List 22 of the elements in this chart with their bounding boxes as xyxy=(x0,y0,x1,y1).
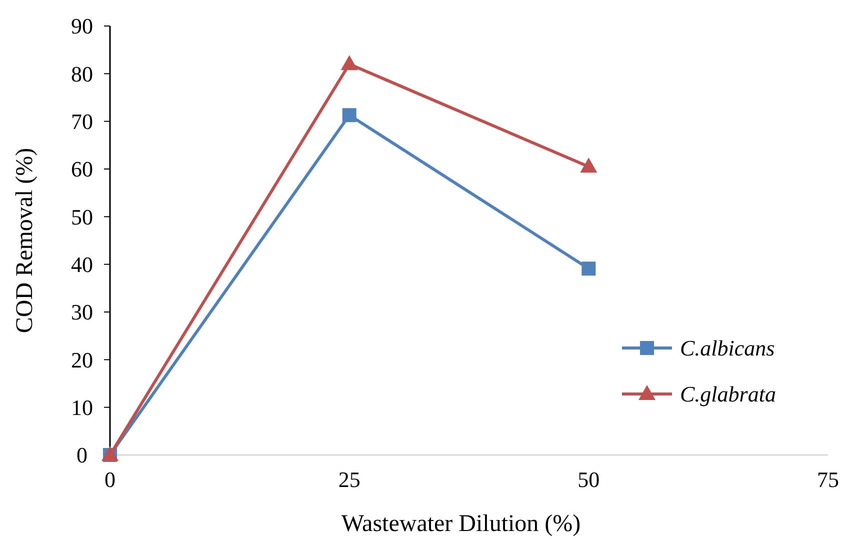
point xyxy=(342,108,356,122)
y-tick-label: 0 xyxy=(76,442,88,468)
x-axis-title: Wastewater Dilution (%) xyxy=(341,511,581,537)
x-tick-label: 0 xyxy=(104,467,116,492)
y-tick-label: 30 xyxy=(71,300,93,325)
y-tick-label: 50 xyxy=(71,204,93,230)
y-tick-label: 90 xyxy=(71,14,93,39)
y-axis-title: COD Removal (%) xyxy=(12,148,38,334)
y-tick-label: 10 xyxy=(71,395,93,420)
point xyxy=(582,262,596,276)
y-tick-label: 70 xyxy=(71,109,93,134)
x-tick-label: 75 xyxy=(817,467,839,492)
point xyxy=(340,55,358,70)
y-tick-label: 20 xyxy=(71,347,93,372)
x-tick-label: 25 xyxy=(338,467,360,492)
x-tick-label: 50 xyxy=(578,467,600,492)
y-tick-label: 60 xyxy=(71,156,93,182)
y-tick-label: 40 xyxy=(71,252,93,278)
y-tick-label: 80 xyxy=(71,61,93,86)
point xyxy=(580,158,598,173)
legend-label: C.albicans xyxy=(680,336,775,361)
legend-label: C.glabrata xyxy=(680,382,776,407)
